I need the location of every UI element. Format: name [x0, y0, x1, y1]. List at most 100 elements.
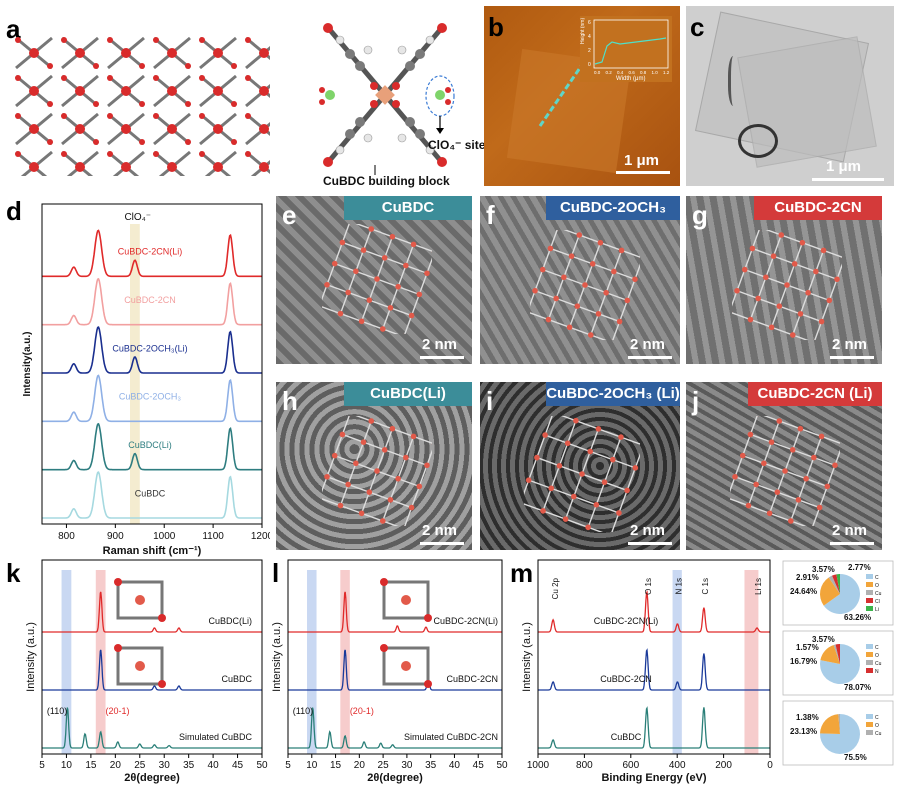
chart-xtick: 5 — [39, 760, 45, 771]
cu-node — [324, 281, 330, 288]
cu-node — [353, 268, 359, 275]
cu-node — [259, 48, 269, 58]
chart-xtick: 30 — [159, 760, 171, 771]
raman-series-label: CuBDC-2OCH₃(Li) — [112, 343, 187, 353]
tem-image: 1 μm — [686, 6, 894, 186]
cu-node — [749, 245, 756, 252]
pie-legend-swatch — [866, 598, 873, 603]
cu-node — [587, 448, 594, 455]
scale-bar-j — [830, 542, 874, 545]
cu-node — [841, 255, 842, 261]
mof-overlay-e — [322, 224, 432, 334]
cu-node — [791, 261, 798, 267]
cu-node — [739, 452, 746, 459]
series-label: Simulated CuBDC-2CN — [404, 732, 498, 742]
title-f: CuBDC-2OCH₃ — [546, 196, 680, 220]
xps-chart-m: CuBDC-2CN(Li) CuBDC-2CN CuBDC 1000 800 600 400… — [521, 559, 773, 784]
cu-node — [839, 441, 840, 447]
pie-legend-swatch — [866, 574, 873, 579]
cu-node — [213, 86, 223, 96]
raman-series-label: CuBDC(Li) — [128, 440, 172, 450]
pie-slice — [820, 577, 840, 606]
cu-node — [776, 418, 783, 424]
cu-node — [832, 462, 838, 469]
pie-legend-label: C — [875, 575, 879, 581]
pie-slice — [832, 574, 840, 594]
chart-xtick: 15 — [330, 760, 342, 771]
pie-slice — [820, 714, 840, 734]
cu-node — [609, 456, 616, 463]
pie-legend-label: C — [875, 645, 879, 651]
cu-node — [213, 124, 223, 134]
cu-node — [818, 318, 825, 325]
series-line — [538, 706, 770, 749]
cu-node — [813, 268, 819, 275]
chart-axes — [287, 559, 503, 755]
cu-node — [811, 454, 817, 461]
hrtem-image-e: CuBDC 2 nm — [276, 196, 472, 364]
xrd-chart-l: CuBDC-2CN(Li) CuBDC-2CN Simulated CuBDC-2C… — [271, 559, 508, 784]
pie-slice — [836, 574, 840, 594]
chart-xtick: 400 — [669, 760, 686, 771]
cu-node — [424, 462, 430, 469]
cu-node — [603, 289, 609, 296]
cu-node — [322, 495, 323, 501]
afm-inset-xtick: 0.8 — [640, 70, 647, 75]
cu-node — [734, 287, 740, 294]
series-label: CuBDC(Li) — [208, 616, 252, 626]
raman-series-line — [42, 229, 262, 278]
pie-legend-label: Li — [875, 607, 879, 613]
cu-node — [597, 239, 604, 246]
cu-node — [347, 416, 353, 417]
cu-node — [121, 124, 131, 134]
cu-node — [339, 239, 346, 246]
panel-label-e: e — [282, 200, 297, 230]
scale-label-b: 1 μm — [624, 152, 660, 169]
pie-slice — [838, 714, 840, 734]
panel-label-h: h — [282, 386, 298, 416]
cu-node — [609, 339, 615, 340]
cu-node — [755, 416, 761, 417]
clo4-label: ClO₄⁻ — [124, 212, 151, 223]
scale-label-i: 2 nm — [630, 522, 666, 539]
cu-node — [624, 297, 631, 304]
cu-node — [345, 481, 351, 488]
cu-node — [763, 274, 769, 281]
cu-node — [545, 316, 552, 323]
cu-node — [366, 297, 373, 303]
pie-slice — [835, 644, 840, 664]
afm-inset-xtick: 0.2 — [606, 70, 613, 75]
clo4-band — [130, 224, 140, 524]
raman-series-label: CuBDC-2CN(Li) — [118, 247, 183, 257]
cu-node — [381, 255, 388, 261]
cu-node — [29, 48, 39, 58]
cu-node — [556, 462, 563, 469]
cu-node — [259, 86, 269, 96]
peak-annotation: (20-1) — [106, 706, 130, 716]
chart-xtick: 45 — [473, 760, 485, 771]
chart-xtick: 10 — [306, 760, 318, 771]
cu-node — [774, 489, 781, 495]
cu-node — [387, 305, 394, 311]
series-line — [538, 590, 770, 633]
cu-node — [29, 162, 39, 172]
cu-node — [75, 48, 85, 58]
series-line — [288, 707, 502, 749]
cu-node — [431, 441, 432, 447]
series-label: CuBDC — [611, 732, 642, 742]
cu-node — [589, 261, 596, 267]
pie-legend-label: O — [875, 653, 879, 659]
panel-label-l: l — [272, 558, 280, 588]
pie-value-label: 24.64% — [790, 587, 817, 596]
cu-node — [601, 479, 608, 486]
raman-series-label: CuBDC-2OCH₃ — [119, 392, 182, 402]
cu-node — [542, 432, 548, 438]
scale-bar-i — [628, 542, 672, 545]
cu-node — [331, 452, 338, 459]
pie-value-label: 3.57% — [812, 635, 835, 644]
chart-xtick: 20 — [110, 760, 122, 771]
chart-xtick: 50 — [496, 760, 508, 771]
cu-node — [826, 297, 833, 304]
chart-xtick: 600 — [622, 760, 639, 771]
cu-node — [381, 447, 388, 453]
